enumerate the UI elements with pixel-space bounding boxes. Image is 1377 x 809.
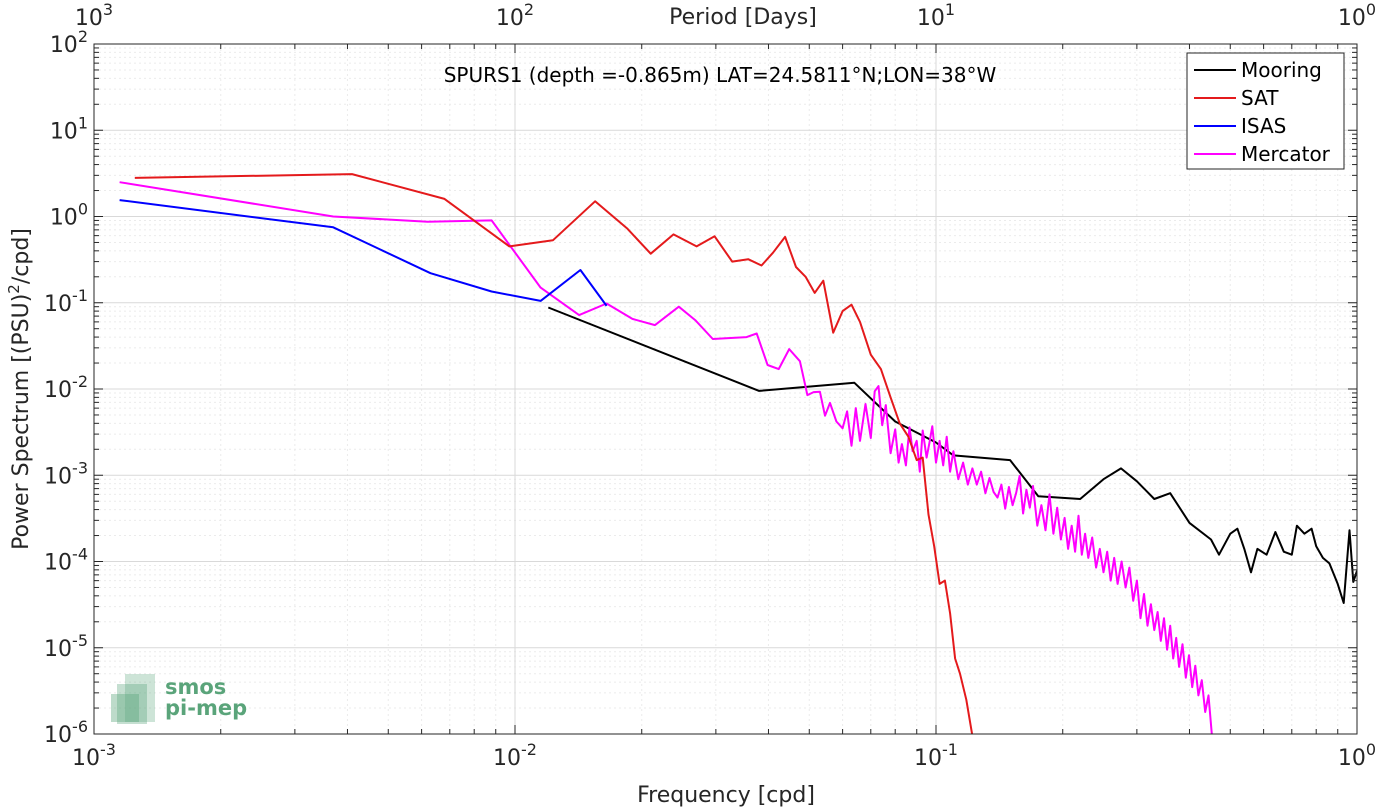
y-tick-label-exponent: -2 xyxy=(72,372,88,391)
series-line-isas xyxy=(119,199,608,307)
legend-label-mercator: Mercator xyxy=(1241,142,1331,166)
x-tick-label-base: 10 xyxy=(1338,746,1366,771)
y-axis-title-tail: /cpd] xyxy=(9,228,34,284)
logo-mark xyxy=(125,674,155,722)
x-tick-label: 10-2 xyxy=(493,740,537,771)
x-tick-label: 10-1 xyxy=(914,740,958,771)
top-tick-label-base: 10 xyxy=(1338,6,1366,31)
y-tick-label: 10-1 xyxy=(44,286,88,317)
x-tick-label-exponent: 0 xyxy=(1366,740,1376,759)
series-line-mooring xyxy=(547,306,1357,604)
logo-mark-layer xyxy=(117,684,147,724)
legend: Mooring SAT ISAS Mercator xyxy=(1186,52,1345,170)
y-tick-label-exponent: 0 xyxy=(78,200,88,219)
x-tick-label-exponent: -2 xyxy=(521,740,537,759)
chart-title: SPURS1 (depth =-0.865m) LAT=24.5811°N;LO… xyxy=(444,63,997,87)
x-axis-title: Frequency [cpd] xyxy=(637,783,815,808)
y-tick-label-base: 10 xyxy=(44,292,72,317)
top-tick-label-base: 10 xyxy=(496,6,524,31)
y-tick-label-exponent: 2 xyxy=(78,27,88,46)
y-tick-label-base: 10 xyxy=(44,637,72,662)
top-tick-label-exponent: 0 xyxy=(1366,0,1376,19)
y-tick-label-exponent: -6 xyxy=(72,717,88,736)
y-tick-label: 10-3 xyxy=(44,458,88,489)
y-tick-label-exponent: 1 xyxy=(78,113,88,132)
y-tick-label: 102 xyxy=(50,27,88,58)
y-tick-label-exponent: -1 xyxy=(72,286,88,305)
legend-label-sat: SAT xyxy=(1241,86,1279,110)
x-tick-label-exponent: -1 xyxy=(942,740,958,759)
x-tick-label-base: 10 xyxy=(72,746,100,771)
y-tick-label: 101 xyxy=(50,113,88,144)
y-tick-label-exponent: -4 xyxy=(72,545,88,564)
top-tick-label-base: 10 xyxy=(917,6,945,31)
y-tick-label-base: 10 xyxy=(44,723,72,748)
top-tick-label: 100 xyxy=(1338,0,1376,31)
y-tick-label-base: 10 xyxy=(44,551,72,576)
y-tick-label-base: 10 xyxy=(50,206,78,231)
top-axis-title: Period [Days] xyxy=(669,5,817,30)
y-tick-label: 10-4 xyxy=(44,545,88,576)
top-tick-label-base: 10 xyxy=(75,6,103,31)
x-tick-label-base: 10 xyxy=(914,746,942,771)
legend-label-mooring: Mooring xyxy=(1241,58,1322,82)
legend-box xyxy=(1186,52,1345,170)
tick-labels: 10-3 10-2 10-1 10010-610-510-410-310-210-11… xyxy=(44,0,1376,771)
x-tick-label-base: 10 xyxy=(493,746,521,771)
y-tick-label-exponent: -3 xyxy=(72,458,88,477)
smos-pi-mep-logo: smos pi-mep xyxy=(111,674,247,724)
top-tick-label-exponent: 1 xyxy=(945,0,955,19)
logo-text-pi-mep: pi-mep xyxy=(165,696,247,720)
x-tick-label: 10-3 xyxy=(72,740,116,771)
top-tick-label-exponent: 2 xyxy=(524,0,534,19)
y-tick-label: 10-2 xyxy=(44,372,88,403)
y-tick-label: 10-5 xyxy=(44,631,88,662)
y-tick-label: 10-6 xyxy=(44,717,88,748)
ticks-layer xyxy=(93,44,1357,735)
y-axis-title-main: Power Spectrum [(PSU) xyxy=(9,294,34,550)
y-tick-label-base: 10 xyxy=(50,119,78,144)
y-axis-title-superscript: 2 xyxy=(5,284,23,294)
logo-text-smos: smos xyxy=(165,675,226,699)
y-tick-label-exponent: -5 xyxy=(72,631,88,650)
y-axis-title-group: Power Spectrum [(PSU)2/cpd] xyxy=(5,228,34,550)
x-tick-label-exponent: -3 xyxy=(100,740,116,759)
logo-mark-layer-front xyxy=(111,694,139,722)
y-axis-title: Power Spectrum [(PSU)2/cpd] xyxy=(5,228,34,550)
series-line-sat xyxy=(134,173,974,734)
top-tick-label: 103 xyxy=(75,0,113,31)
y-tick-label-base: 10 xyxy=(50,33,78,58)
x-tick-label: 100 xyxy=(1338,740,1376,771)
top-tick-label-exponent: 3 xyxy=(103,0,113,19)
legend-label-isas: ISAS xyxy=(1241,114,1286,138)
y-tick-label: 100 xyxy=(50,200,88,231)
top-tick-label: 102 xyxy=(496,0,534,31)
series-line-mercator xyxy=(119,181,1213,734)
top-tick-label: 101 xyxy=(917,0,955,31)
y-tick-label-base: 10 xyxy=(44,378,72,403)
y-tick-label-base: 10 xyxy=(44,464,72,489)
series-layer xyxy=(119,173,1357,734)
